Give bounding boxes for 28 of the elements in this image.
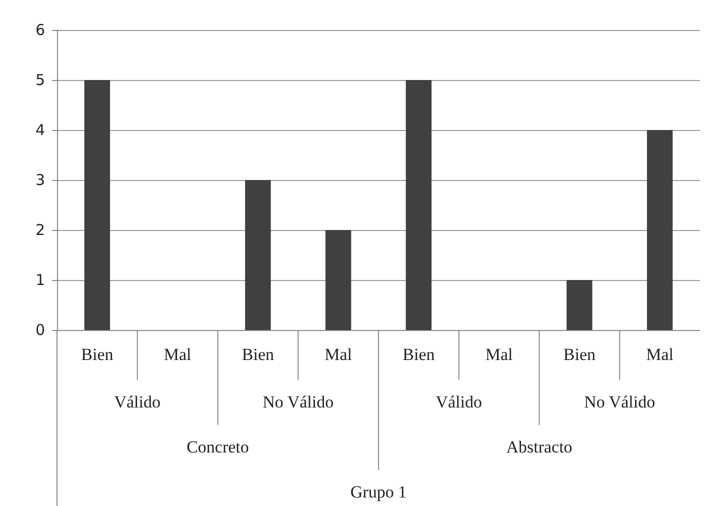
bar xyxy=(245,180,271,330)
x-tick-label: Bien xyxy=(242,345,274,364)
text: Válido xyxy=(436,392,482,412)
bar xyxy=(406,80,432,330)
x-tick-label: Bien xyxy=(563,345,596,364)
x-tick-label: Bien xyxy=(81,345,114,364)
bar xyxy=(84,80,110,330)
x-tick-label: Bien xyxy=(402,345,436,364)
y-tick-label: 6 xyxy=(35,21,45,39)
x-tick-label: Mal xyxy=(485,345,514,364)
x-tick-label: Mal xyxy=(324,345,352,364)
bar xyxy=(646,130,673,330)
bar xyxy=(325,230,352,330)
text: Grupo 1 xyxy=(350,482,407,502)
x-tick-label: Mal xyxy=(646,345,674,364)
y-tick-label: 1 xyxy=(35,271,45,289)
y-tick-label: 3 xyxy=(35,171,45,189)
text: Abstracto xyxy=(506,438,572,456)
bar xyxy=(566,280,592,330)
y-tick-label: 2 xyxy=(35,221,45,239)
text: Concreto xyxy=(186,438,249,456)
text: Válido xyxy=(114,392,161,412)
text: No Válido xyxy=(262,392,334,412)
text: No Válido xyxy=(584,392,656,412)
y-tick-label: 0 xyxy=(35,321,45,339)
y-tick-label: 5 xyxy=(35,71,45,89)
x-tick-label: Mal xyxy=(164,345,192,364)
y-tick-label: 4 xyxy=(35,121,45,139)
